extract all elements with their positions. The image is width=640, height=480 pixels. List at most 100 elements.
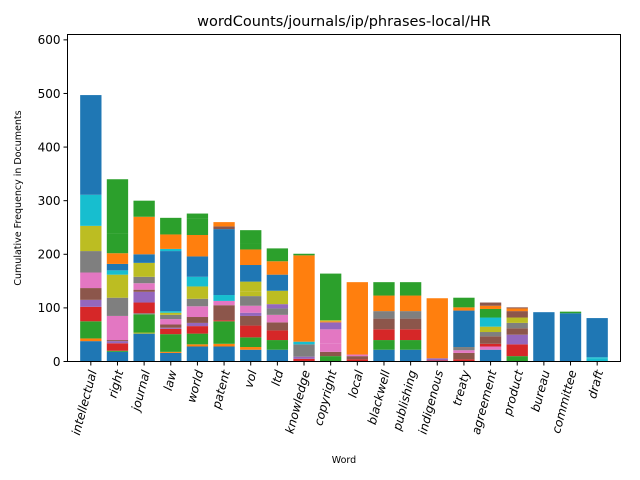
bar-stack-publishing: [399, 282, 422, 362]
bar-segment: [160, 314, 182, 320]
bar-segment: [160, 248, 182, 252]
bar-segment: [80, 321, 102, 339]
bar-segment: [320, 322, 342, 330]
bar-segment: [240, 291, 262, 297]
y-tick-label: 400: [38, 140, 61, 154]
bar-segment: [80, 95, 102, 195]
bar-segment: [133, 313, 155, 315]
bar-segment: [240, 347, 262, 350]
bar-segment: [80, 288, 102, 300]
bar-segment: [186, 286, 209, 299]
bar-segment: [213, 295, 235, 301]
bar-segment: [133, 333, 155, 362]
bar-segment: [80, 194, 102, 226]
bar-segment: [186, 344, 209, 347]
x-tick-label: local: [345, 368, 366, 399]
x-tick-label: indigenous: [416, 369, 447, 436]
chart-title: wordCounts/journals/ip/phrases-local/HR: [197, 14, 491, 30]
bar-segment: [106, 343, 129, 351]
bar-stack-local: [346, 282, 368, 362]
bar-segment: [213, 229, 235, 296]
bar-segment: [293, 341, 315, 345]
bar-segment: [426, 358, 448, 361]
bar-segment: [293, 358, 315, 362]
bar-segment: [80, 251, 102, 273]
bar-segment: [559, 311, 582, 314]
bar-segment: [133, 332, 155, 334]
x-tick-label: right: [106, 367, 127, 399]
bar-segment: [266, 340, 289, 350]
bar-segment: [586, 357, 608, 359]
bar-segment: [160, 328, 182, 335]
bar-segment: [293, 356, 315, 359]
bar-segment: [213, 343, 235, 347]
bar-segment: [186, 333, 209, 345]
x-tick-label: law: [161, 368, 180, 392]
bar-segment: [506, 356, 528, 362]
bar-segment: [293, 344, 315, 357]
bar-stack-draft: [586, 318, 608, 362]
x-tick-label: draft: [585, 367, 606, 400]
bar-stack-right: [106, 179, 129, 362]
bar-segment: [479, 302, 502, 306]
bar-segment: [426, 298, 448, 359]
bar-segment: [240, 296, 262, 306]
bar-segment: [186, 326, 209, 334]
bar-segment: [186, 317, 209, 323]
bar-segment: [346, 354, 368, 357]
bar-segment: [133, 262, 155, 277]
bar-segment: [399, 329, 422, 341]
bar-segment: [373, 329, 395, 341]
bar-segment: [266, 349, 289, 362]
bar-segment: [479, 305, 502, 309]
bar-segment: [559, 313, 582, 362]
x-tick-label: blackwell: [365, 368, 393, 426]
y-tick-label: 100: [38, 301, 61, 315]
bar-stack-law: [160, 217, 182, 362]
bar-segment: [213, 320, 235, 322]
bar-segment: [80, 225, 102, 252]
bar-segment: [266, 330, 289, 341]
bar-stack-patent: [213, 222, 235, 362]
x-tick-label: treaty: [450, 368, 473, 407]
bar-segment: [479, 346, 502, 350]
bar-segment: [479, 336, 502, 344]
bar-segment: [240, 281, 262, 292]
bar-segment: [186, 213, 209, 219]
bar-segment: [373, 318, 395, 330]
bar-stack-intellectual: [80, 95, 102, 362]
bar-segment: [80, 272, 102, 289]
bar-segment: [266, 314, 289, 323]
bar-segment: [320, 320, 342, 322]
bar-segment: [133, 200, 155, 217]
y-tick-label: 0: [53, 355, 61, 369]
bar-segment: [106, 340, 129, 342]
bar-segment: [240, 312, 262, 316]
bar-segment: [240, 349, 262, 362]
bar-segment: [133, 216, 155, 255]
bar-segment: [133, 283, 155, 290]
axes-frame: [67, 34, 621, 362]
bar-segment: [453, 352, 475, 360]
bar-segment: [266, 308, 289, 315]
bar-segment: [160, 324, 182, 328]
bar-stack-committee: [559, 311, 582, 362]
bar-segment: [186, 276, 209, 287]
bar-segment: [133, 291, 155, 303]
bar-segment: [240, 230, 262, 244]
bar-segment: [106, 270, 129, 275]
bar-stack-knowledge: [293, 253, 315, 362]
x-tick-label: vol: [241, 368, 259, 389]
y-axis-label: Cumulative Frequency in Documents: [13, 110, 24, 285]
bar-segment: [160, 319, 182, 325]
bar-stack-ltd: [266, 248, 289, 362]
y-tick-label: 300: [38, 194, 61, 208]
bar-segment: [160, 352, 182, 362]
bar-segment: [346, 359, 368, 362]
bar-segment: [506, 308, 528, 312]
bar-segment: [80, 341, 102, 362]
bar-segment: [160, 312, 182, 315]
bar-segment: [213, 321, 235, 344]
bar-segment: [106, 263, 129, 271]
bar-segment: [373, 282, 395, 296]
